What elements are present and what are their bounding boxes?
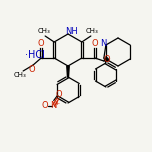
Text: CH₃: CH₃: [85, 28, 98, 34]
Text: CH₃: CH₃: [14, 72, 26, 78]
Text: O: O: [92, 40, 98, 48]
Text: ·HCl: ·HCl: [25, 50, 45, 60]
Polygon shape: [67, 66, 69, 77]
Text: O: O: [29, 64, 35, 74]
Text: O: O: [41, 101, 48, 110]
Text: O: O: [104, 55, 110, 64]
Text: N: N: [51, 101, 57, 110]
Text: -: -: [44, 100, 46, 105]
Text: N: N: [100, 40, 106, 48]
Text: CH₃: CH₃: [38, 28, 50, 34]
Text: O: O: [55, 90, 62, 99]
Text: O: O: [38, 40, 44, 48]
Text: NH: NH: [65, 28, 77, 36]
Text: +: +: [55, 101, 60, 106]
